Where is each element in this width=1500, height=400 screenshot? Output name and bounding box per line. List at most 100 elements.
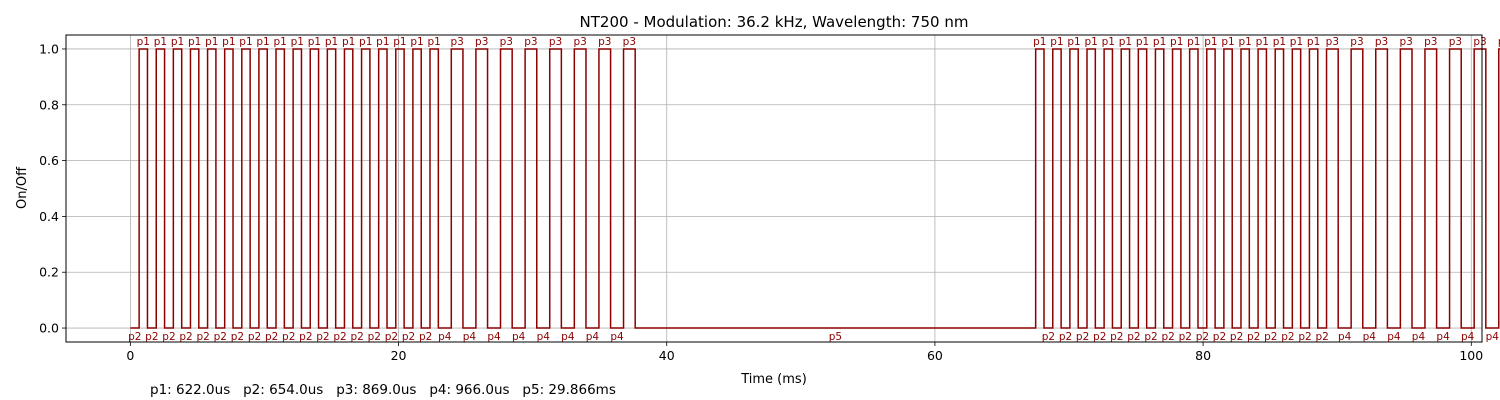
pulse-duration-legend: p1: 622.0us p2: 654.0us p3: 869.0us p4: … <box>150 382 616 398</box>
pulse-label-p2: p2 <box>419 331 432 343</box>
pulse-label-p2: p2 <box>368 331 381 343</box>
x-tick-label: 0 <box>126 348 134 363</box>
axes-ticks: 0 20 40 60 80 100 0.0 0.2 0.4 0.6 0.8 1.0 <box>39 41 1483 363</box>
pulse-label-p2: p2 <box>1281 331 1294 343</box>
pulse-label-p1: p1 <box>1084 36 1097 48</box>
pulse-label-p1: p1 <box>393 36 406 48</box>
x-axis-label: Time (ms) <box>740 372 807 387</box>
pulse-label-p2: p2 <box>350 331 363 343</box>
pulse-label-p3: p3 <box>1473 36 1486 48</box>
pulse-label-p1: p1 <box>1136 36 1149 48</box>
pulse-label-p4: p4 <box>487 331 501 343</box>
pulse-label-p1: p1 <box>1170 36 1183 48</box>
pulse-label-p1: p1 <box>239 36 252 48</box>
pulse-label-p4: p4 <box>438 331 452 343</box>
pulse-label-p1: p1 <box>291 36 304 48</box>
pulse-label-p1: p1 <box>188 36 201 48</box>
pulse-label-p4: p4 <box>463 331 477 343</box>
pulse-label-p3: p3 <box>1498 36 1500 48</box>
pulse-label-p4: p4 <box>1486 331 1500 343</box>
pulse-label-p1: p1 <box>427 36 440 48</box>
pulse-label-p2: p2 <box>231 331 244 343</box>
pulse-label-p2: p2 <box>179 331 192 343</box>
pulse-label-p1: p1 <box>342 36 355 48</box>
chart-title: NT200 - Modulation: 36.2 kHz, Wavelength… <box>580 13 969 31</box>
pulse-label-p2: p2 <box>402 331 415 343</box>
pulse-label-p3: p3 <box>598 36 611 48</box>
pulse-label-p3: p3 <box>524 36 537 48</box>
y-tick-label: 0.0 <box>39 321 59 336</box>
pulse-label-p4: p4 <box>610 331 624 343</box>
pulse-label-p3: p3 <box>573 36 586 48</box>
pulse-label-p2: p2 <box>265 331 278 343</box>
pulse-label-p5: p5 <box>829 331 842 343</box>
pulse-label-p2: p2 <box>1213 331 1226 343</box>
pulse-label-p2: p2 <box>197 331 210 343</box>
pulse-label-p1: p1 <box>222 36 235 48</box>
x-tick-label: 20 <box>391 348 407 363</box>
pulse-label-p2: p2 <box>1110 331 1123 343</box>
pulse-label-p1: p1 <box>410 36 423 48</box>
pulse-label-p2: p2 <box>248 331 261 343</box>
pulse-label-p1: p1 <box>359 36 372 48</box>
pulse-label-p1: p1 <box>308 36 321 48</box>
pulse-label-p4: p4 <box>1338 331 1352 343</box>
x-tick-label: 100 <box>1459 348 1483 363</box>
pulse-label-p2: p2 <box>1059 331 1072 343</box>
pulse-label-p3: p3 <box>450 36 463 48</box>
pulse-label-p1: p1 <box>1153 36 1166 48</box>
pulse-label-p1: p1 <box>1238 36 1251 48</box>
pulse-label-p2: p2 <box>145 331 158 343</box>
pulse-label-p2: p2 <box>1264 331 1277 343</box>
pulse-label-p2: p2 <box>1076 331 1089 343</box>
pulse-label-p2: p2 <box>316 331 329 343</box>
pulse-label-p3: p3 <box>1350 36 1363 48</box>
y-tick-label: 0.2 <box>39 265 59 280</box>
pulse-label-p2: p2 <box>385 331 398 343</box>
pulse-label-p2: p2 <box>1161 331 1174 343</box>
pulse-label-p2: p2 <box>299 331 312 343</box>
pulse-label-p3: p3 <box>1326 36 1339 48</box>
pulse-label-p2: p2 <box>1247 331 1260 343</box>
pulse-label-p1: p1 <box>1102 36 1115 48</box>
pulse-label-p3: p3 <box>1424 36 1437 48</box>
plot-frame <box>65 34 1483 343</box>
pulse-label-p4: p4 <box>537 331 551 343</box>
x-tick-label: 60 <box>927 348 943 363</box>
y-tick-label: 0.6 <box>39 153 59 168</box>
pulse-label-p3: p3 <box>1399 36 1412 48</box>
pulse-label-p2: p2 <box>1093 331 1106 343</box>
pulse-label-p2: p2 <box>214 331 227 343</box>
pulse-label-p1: p1 <box>1067 36 1080 48</box>
pulse-label-p2: p2 <box>1127 331 1140 343</box>
pulse-label-p4: p4 <box>1461 331 1475 343</box>
pulse-label-p2: p2 <box>1230 331 1243 343</box>
pulse-label-p1: p1 <box>325 36 338 48</box>
pulse-label-p2: p2 <box>1315 331 1328 343</box>
pulse-label-p3: p3 <box>1449 36 1462 48</box>
pulse-label-p3: p3 <box>549 36 562 48</box>
pulse-label-p1: p1 <box>1256 36 1269 48</box>
pulse-label-p1: p1 <box>274 36 287 48</box>
pulse-label-p4: p4 <box>561 331 575 343</box>
y-tick-label: 0.8 <box>39 97 59 112</box>
pulse-label-p4: p4 <box>586 331 600 343</box>
signal-trace <box>130 48 1500 329</box>
pulse-label-p2: p2 <box>333 331 346 343</box>
pulse-label-p3: p3 <box>623 36 636 48</box>
pulse-label-p2: p2 <box>282 331 295 343</box>
x-tick-label: 40 <box>659 348 675 363</box>
pulse-label-p1: p1 <box>1050 36 1063 48</box>
pulse-label-p1: p1 <box>137 36 150 48</box>
grid-lines <box>66 35 1482 342</box>
pulse-label-p2: p2 <box>1196 331 1209 343</box>
pulse-label-p1: p1 <box>256 36 269 48</box>
y-axis-label: On/Off <box>15 166 30 209</box>
x-tick-label: 80 <box>1195 348 1211 363</box>
y-tick-label: 1.0 <box>39 41 59 56</box>
pulse-label-p1: p1 <box>154 36 167 48</box>
pulse-label-p4: p4 <box>1436 331 1450 343</box>
pulse-label-p1: p1 <box>1204 36 1217 48</box>
pulse-label-p4: p4 <box>1387 331 1401 343</box>
